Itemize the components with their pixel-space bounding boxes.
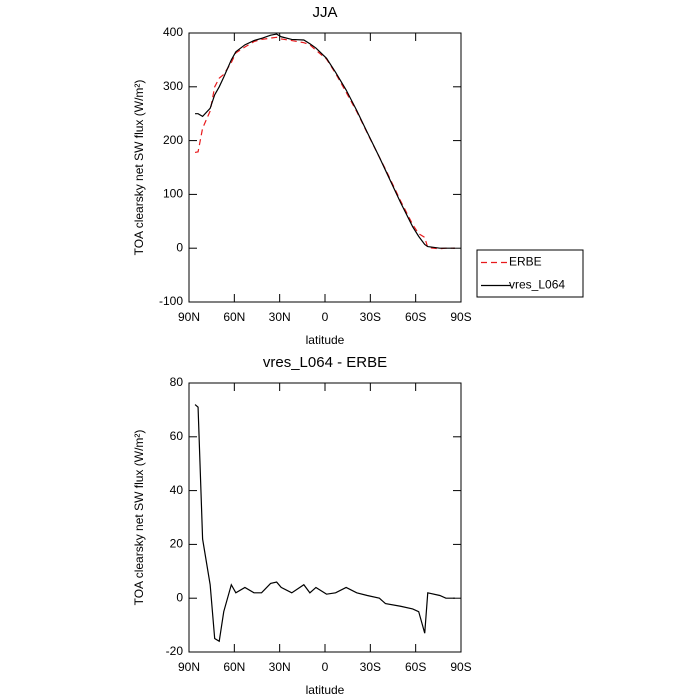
x-tick-label: 30N <box>269 660 291 674</box>
y-tick-label: 400 <box>163 25 183 39</box>
x-tick-label: 30N <box>269 310 291 324</box>
data-line <box>194 404 455 643</box>
x-tick-label: 30S <box>360 310 381 324</box>
x-tick-label: 90S <box>450 660 471 674</box>
y-tick-label: 0 <box>176 240 183 254</box>
x-axis-label: latitude <box>306 683 345 697</box>
y-axis-label: TOA clearsky net SW flux (W/m²) <box>132 80 146 256</box>
y-tick-label: 40 <box>170 483 184 497</box>
legend-label: ERBE <box>509 255 542 269</box>
chart-title: JJA <box>312 4 337 21</box>
series-line <box>194 36 455 250</box>
x-tick-label: 90S <box>450 310 471 324</box>
y-tick-label: 300 <box>163 79 183 93</box>
x-tick-label: 60N <box>223 310 245 324</box>
x-tick-label: 30S <box>360 660 381 674</box>
x-tick-label: 60S <box>405 310 426 324</box>
y-tick-label: -100 <box>159 294 183 308</box>
series-line <box>195 33 455 249</box>
y-tick-label: -20 <box>166 644 184 658</box>
x-tick-label: 60S <box>405 660 426 674</box>
x-axis-label: latitude <box>306 333 345 347</box>
legend-box <box>476 249 584 298</box>
y-tick-label: 80 <box>170 375 184 389</box>
x-tick-label: 60N <box>223 660 245 674</box>
y-tick-label: 0 <box>176 590 183 604</box>
y-tick-label: 60 <box>170 429 184 443</box>
x-tick-label: 0 <box>322 310 329 324</box>
y-tick-label: 20 <box>170 537 184 551</box>
plot-frame <box>188 32 462 303</box>
y-axis-label: TOA clearsky net SW flux (W/m²) <box>132 430 146 606</box>
x-tick-label: 90N <box>178 660 200 674</box>
plot-frame <box>188 382 462 653</box>
y-tick-label: 100 <box>163 187 183 201</box>
chart-title: vres_L064 - ERBE <box>263 354 387 371</box>
x-tick-label: 90N <box>178 310 200 324</box>
x-tick-label: 0 <box>322 660 329 674</box>
legend-label: vres_L064 <box>509 278 565 292</box>
y-tick-label: 200 <box>163 133 183 147</box>
